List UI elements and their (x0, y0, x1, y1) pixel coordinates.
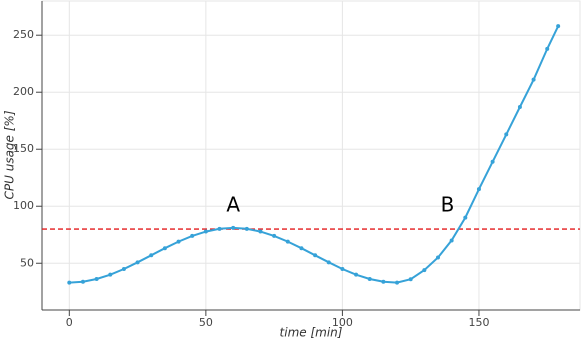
data-point (203, 229, 208, 234)
x-axis-title: time [min] (280, 326, 343, 340)
annotation: A (226, 193, 240, 217)
data-point (176, 239, 181, 244)
data-point (531, 77, 536, 82)
x-tick-label: 100 (332, 316, 353, 329)
data-point (244, 226, 249, 231)
data-point (476, 187, 481, 192)
data-point (354, 272, 359, 277)
data-point (67, 280, 72, 285)
data-point (80, 279, 85, 284)
y-tick-label: 150 (13, 142, 34, 155)
data-point (435, 255, 440, 260)
data-point (545, 46, 550, 51)
data-point (190, 233, 195, 238)
x-tick-label: 0 (66, 316, 73, 329)
data-point (313, 253, 318, 258)
data-point (395, 280, 400, 285)
data-point (449, 238, 454, 243)
data-point (149, 253, 154, 258)
annotation: B (441, 193, 455, 217)
data-point (121, 266, 126, 271)
data-point (556, 24, 561, 29)
data-point (258, 229, 263, 234)
data-point (299, 246, 304, 251)
data-point (94, 276, 99, 281)
data-point (285, 239, 290, 244)
data-point (231, 225, 236, 230)
data-point (381, 279, 386, 284)
y-tick-label: 100 (13, 199, 34, 212)
data-point (490, 159, 495, 164)
y-axis-title: CPU usage [%] (3, 110, 17, 199)
data-point (463, 215, 468, 220)
data-point (504, 132, 509, 137)
data-point (217, 226, 222, 231)
y-tick-label: 250 (13, 28, 34, 41)
data-point (162, 246, 167, 251)
y-tick-label: 200 (13, 85, 34, 98)
data-line (69, 25, 560, 284)
data-point (367, 276, 372, 281)
data-point (108, 272, 113, 277)
x-tick-label: 150 (468, 316, 489, 329)
data-point (340, 266, 345, 271)
data-point (272, 233, 277, 238)
x-tick-label: 50 (199, 316, 213, 329)
data-point (422, 268, 427, 273)
data-point (326, 260, 331, 265)
data-point (408, 277, 413, 282)
data-point (517, 105, 522, 110)
data-point (135, 260, 140, 265)
y-tick-label: 50 (20, 256, 34, 269)
